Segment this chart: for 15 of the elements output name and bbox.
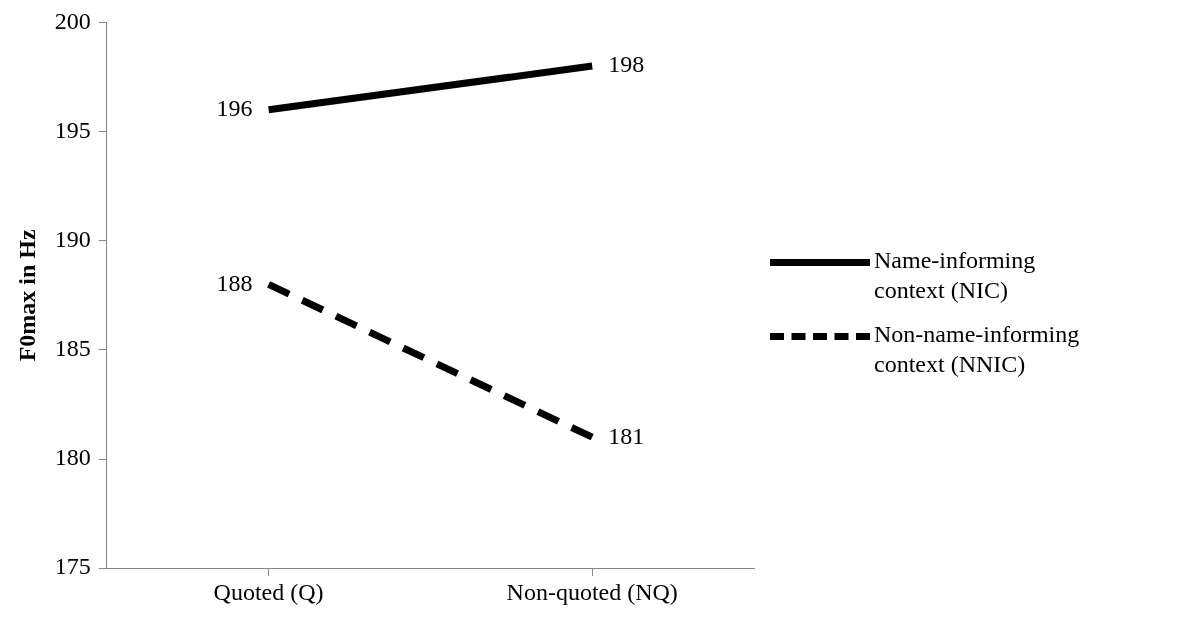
legend-label: Name-informing context (NIC) <box>874 246 1037 305</box>
data-label: 181 <box>608 422 645 449</box>
y-tick-label: 200 <box>54 7 91 34</box>
x-tick-label: Non-quoted (NQ) <box>506 578 678 605</box>
data-label: 188 <box>216 269 253 296</box>
data-label: 198 <box>608 51 645 78</box>
data-label: 196 <box>216 95 253 122</box>
x-tick-label: Quoted (Q) <box>213 578 324 605</box>
y-tick-label: 175 <box>54 553 91 580</box>
y-axis-title: F0max in Hz <box>13 228 40 362</box>
legend-label: Non-name-informing context (NNIC) <box>874 320 1081 379</box>
y-tick-label: 180 <box>54 444 91 471</box>
y-tick-label: 185 <box>54 335 91 362</box>
y-tick-label: 190 <box>54 226 91 253</box>
y-tick-label: 195 <box>54 116 91 143</box>
